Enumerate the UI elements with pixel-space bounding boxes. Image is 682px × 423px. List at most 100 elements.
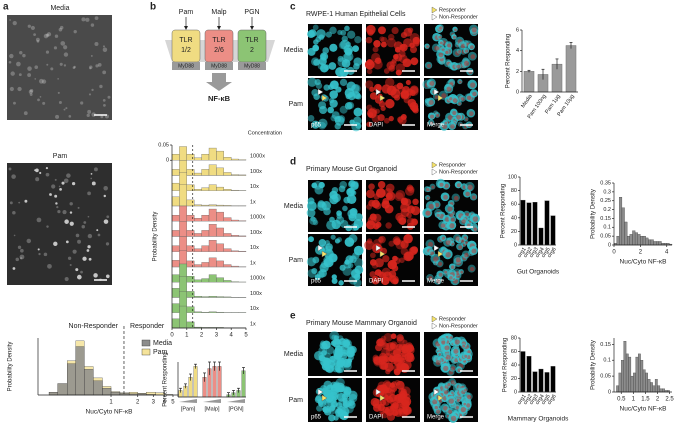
cell bbox=[318, 118, 328, 129]
cell bbox=[439, 26, 443, 30]
cell bbox=[461, 97, 465, 101]
cell bbox=[87, 233, 93, 239]
cell bbox=[20, 248, 24, 253]
cell bbox=[447, 121, 457, 131]
histogram-bar bbox=[179, 205, 187, 222]
cell bbox=[386, 412, 396, 421]
cell bbox=[469, 193, 478, 201]
histogram-bar bbox=[171, 169, 180, 176]
cell bbox=[10, 71, 15, 76]
cell bbox=[23, 111, 28, 116]
cell bbox=[425, 239, 435, 249]
cell bbox=[64, 276, 69, 282]
cell bbox=[27, 66, 32, 71]
row-label: Media bbox=[284, 203, 303, 210]
cell bbox=[325, 31, 332, 38]
cell bbox=[459, 95, 466, 102]
cell bbox=[469, 213, 480, 224]
y-tick-label: 4 bbox=[516, 48, 519, 54]
cell bbox=[309, 217, 318, 225]
cell bbox=[60, 41, 66, 46]
cell bbox=[311, 57, 320, 66]
x-tick-label: org5 bbox=[541, 394, 552, 406]
cell bbox=[457, 78, 463, 85]
cell bbox=[374, 258, 384, 268]
histogram-bar bbox=[179, 184, 187, 207]
cell bbox=[448, 398, 454, 404]
cell bbox=[37, 248, 40, 251]
histogram-bar bbox=[179, 236, 187, 252]
histogram-bar bbox=[223, 248, 232, 252]
cell bbox=[331, 334, 337, 340]
cell bbox=[443, 84, 454, 94]
cell bbox=[96, 229, 99, 232]
cell bbox=[443, 194, 448, 200]
histogram-bar bbox=[201, 230, 210, 237]
cell bbox=[349, 255, 357, 264]
cell bbox=[444, 217, 450, 222]
cell bbox=[454, 404, 460, 410]
cell bbox=[51, 184, 56, 189]
histogram-bar bbox=[201, 153, 210, 161]
cell bbox=[453, 195, 459, 201]
marker-arrow bbox=[433, 388, 440, 396]
cell bbox=[437, 24, 444, 31]
cell bbox=[307, 201, 317, 211]
cell bbox=[383, 333, 393, 342]
cell bbox=[374, 108, 380, 114]
cell bbox=[90, 173, 93, 175]
y-tick-label: 0.05 bbox=[600, 234, 611, 240]
bar bbox=[532, 371, 538, 393]
cell bbox=[455, 273, 461, 279]
cell bbox=[347, 358, 353, 364]
cell bbox=[69, 221, 74, 226]
histogram-bar bbox=[186, 306, 195, 313]
histogram-bar bbox=[637, 234, 641, 246]
cell bbox=[9, 53, 14, 59]
cell bbox=[380, 36, 388, 44]
cell bbox=[322, 406, 329, 413]
x-tick-label: 5 bbox=[244, 333, 248, 339]
cell bbox=[349, 119, 355, 125]
cell bbox=[373, 356, 383, 366]
cell bbox=[462, 386, 468, 393]
y-axis-title: Percent Responding bbox=[501, 184, 507, 238]
cell bbox=[463, 60, 470, 67]
cell bbox=[378, 26, 386, 35]
cell bbox=[393, 53, 399, 60]
cell bbox=[353, 57, 363, 66]
cell bbox=[446, 407, 454, 415]
cell bbox=[338, 185, 346, 193]
row-label: 100x bbox=[250, 169, 262, 175]
cell bbox=[340, 39, 350, 50]
cell bbox=[329, 80, 339, 90]
cell bbox=[442, 268, 448, 275]
x-tick-label: org1 bbox=[517, 247, 528, 259]
cell bbox=[314, 185, 324, 195]
cell bbox=[102, 47, 108, 52]
cell bbox=[470, 54, 476, 60]
cell bbox=[45, 50, 50, 54]
cell bbox=[434, 95, 439, 99]
cell bbox=[318, 34, 325, 40]
histogram-bar bbox=[216, 243, 224, 252]
cell bbox=[310, 216, 316, 222]
cell bbox=[461, 58, 471, 68]
cell bbox=[39, 96, 42, 98]
cell bbox=[86, 249, 90, 252]
cell bbox=[450, 265, 455, 269]
cell bbox=[369, 86, 375, 92]
cell bbox=[55, 114, 60, 119]
cell bbox=[386, 37, 396, 48]
histogram-bar bbox=[633, 372, 636, 393]
channel-label: Merge bbox=[427, 279, 445, 285]
x-tick-label: 5 bbox=[171, 400, 175, 406]
x-tick-label: Media bbox=[520, 93, 534, 109]
cell bbox=[331, 186, 339, 194]
legend-label: Responder bbox=[439, 316, 466, 322]
cell bbox=[456, 243, 464, 251]
receptor-label: 1/2 bbox=[181, 47, 191, 54]
histogram-bar bbox=[645, 237, 649, 246]
cell bbox=[428, 276, 433, 281]
cell bbox=[342, 205, 348, 212]
